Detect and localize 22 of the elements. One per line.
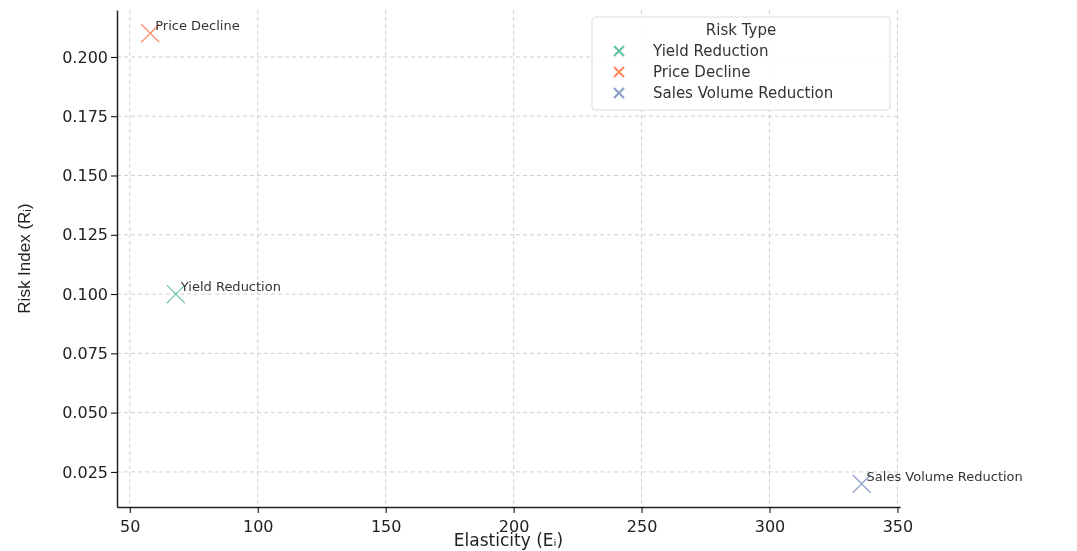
y-tick-label: 0.150 <box>62 166 108 186</box>
x-tick-label: 50 <box>120 517 141 536</box>
y-tick-label: 0.075 <box>62 343 108 363</box>
y-tick-label: 0.100 <box>62 284 108 304</box>
y-tick-label: 0.025 <box>62 462 108 482</box>
y-tick-label: 0.200 <box>62 47 108 67</box>
legend-label: Sales Volume Reduction <box>653 84 834 102</box>
y-tick-label: 0.125 <box>62 225 108 245</box>
y-tick-label: 0.175 <box>62 106 108 126</box>
y-axis-title: Risk Index (Rᵢ) <box>15 203 34 314</box>
legend-title: Risk Type <box>705 21 777 39</box>
x-tick-label: 350 <box>882 517 914 536</box>
y-tick-label: 0.050 <box>62 403 108 423</box>
x-tick-label: 300 <box>754 517 786 536</box>
annotation: Sales Volume Reduction <box>866 468 1023 484</box>
annotation: Yield Reduction <box>179 279 281 295</box>
x-tick-label: 250 <box>626 517 658 536</box>
legend-label: Yield Reduction <box>652 42 769 60</box>
x-tick-label: 100 <box>242 517 274 536</box>
x-tick-label: 150 <box>370 517 402 536</box>
legend-label: Price Decline <box>653 63 751 81</box>
annotation: Price Decline <box>155 18 240 34</box>
